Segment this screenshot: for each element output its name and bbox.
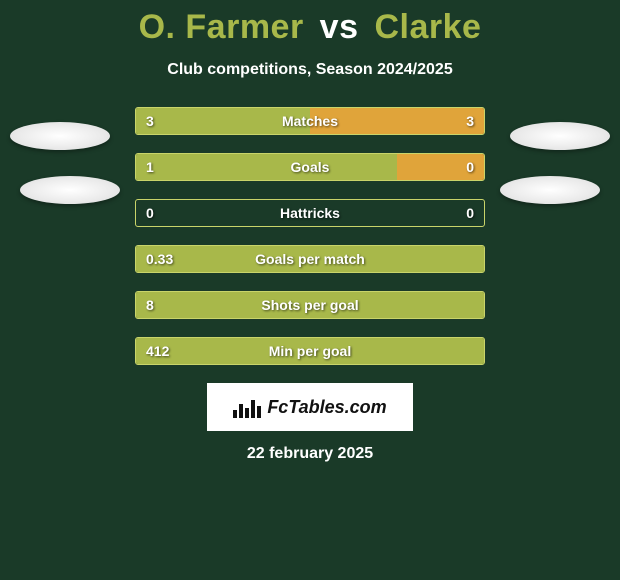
player1-badge (20, 176, 120, 204)
chart-rows: 3 Matches 3 1 Goals 0 0 Hattricks 0 0.33 Goals per… (135, 107, 485, 365)
subtitle: Club competitions, Season 2024/2025 (0, 61, 620, 79)
player2-badge (500, 176, 600, 204)
chart-row: 1 Goals 0 (135, 153, 485, 181)
row-label: Hattricks (280, 205, 340, 221)
chart-row: 3 Matches 3 (135, 107, 485, 135)
player1-badge (10, 122, 110, 150)
row-value-left: 8 (146, 297, 154, 313)
row-value-left: 3 (146, 113, 154, 129)
chart-row: 412 Min per goal (135, 337, 485, 365)
row-value-left: 0.33 (146, 251, 173, 267)
watermark-text: FcTables.com (267, 397, 386, 418)
row-label: Matches (282, 113, 338, 129)
page-title: O. Farmer vs Clarke (0, 0, 620, 47)
bar-left (136, 154, 397, 180)
row-label: Shots per goal (261, 297, 358, 313)
chart-row: 8 Shots per goal (135, 291, 485, 319)
chart-row: 0 Hattricks 0 (135, 199, 485, 227)
watermark: FcTables.com (207, 383, 413, 431)
row-label: Min per goal (269, 343, 351, 359)
row-value-right: 0 (466, 159, 474, 175)
player1-name: O. Farmer (139, 8, 304, 46)
row-label: Goals (291, 159, 330, 175)
row-value-left: 0 (146, 205, 154, 221)
row-value-right: 3 (466, 113, 474, 129)
vs-text: vs (320, 8, 359, 46)
row-value-right: 0 (466, 205, 474, 221)
player2-name: Clarke (374, 8, 481, 46)
player2-badge (510, 122, 610, 150)
watermark-bars-icon (233, 396, 261, 418)
comparison-chart: 3 Matches 3 1 Goals 0 0 Hattricks 0 0.33 Goals per… (0, 107, 620, 365)
row-value-left: 1 (146, 159, 154, 175)
row-label: Goals per match (255, 251, 365, 267)
date-line: 22 february 2025 (0, 445, 620, 463)
row-value-left: 412 (146, 343, 169, 359)
chart-row: 0.33 Goals per match (135, 245, 485, 273)
